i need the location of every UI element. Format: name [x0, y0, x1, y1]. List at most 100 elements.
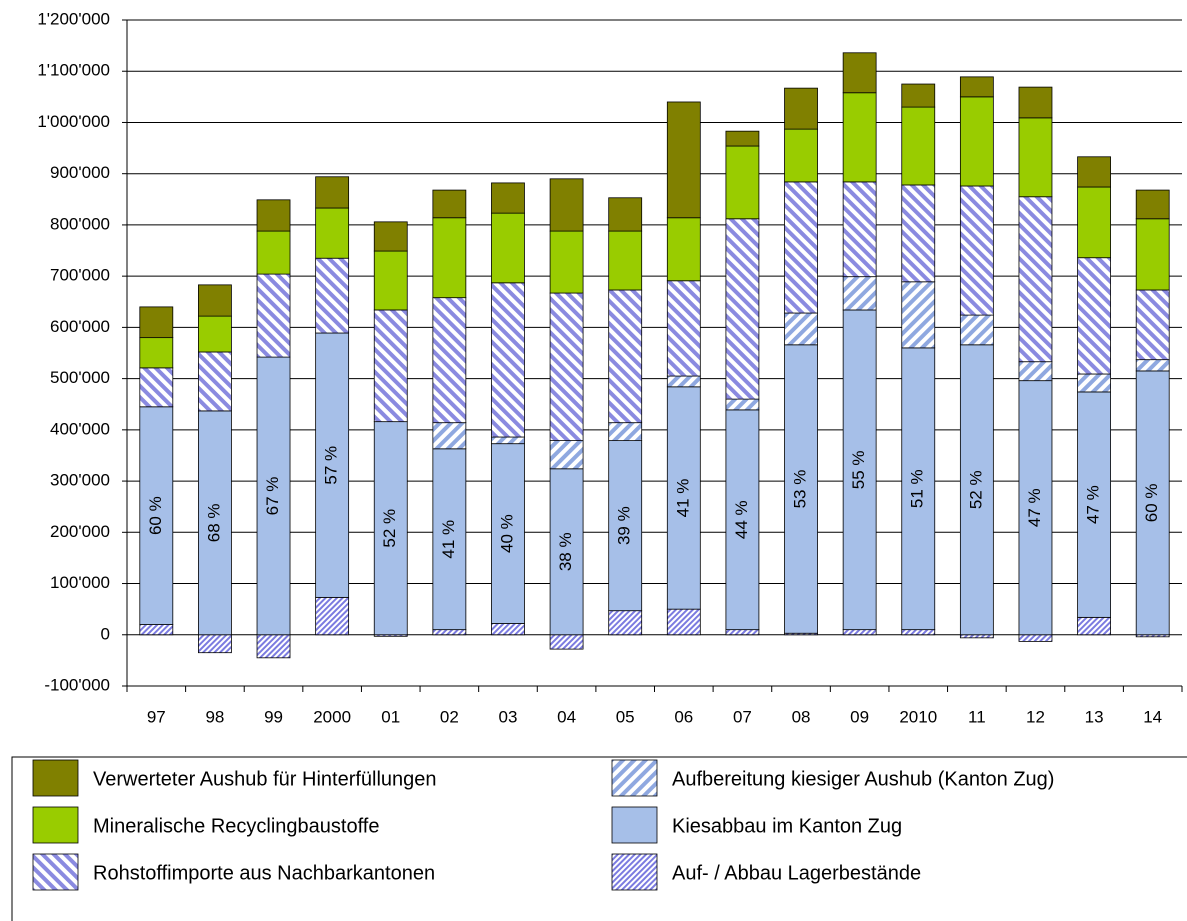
x-tick-label: 01 — [381, 707, 400, 726]
bar-label: 52 % — [380, 509, 399, 548]
bar-label: 44 % — [732, 500, 751, 539]
y-tick-label: 1'200'000 — [37, 9, 110, 28]
bar-segment — [139, 337, 174, 369]
bar-segment — [198, 284, 232, 317]
bar-segment — [725, 145, 760, 220]
bar-segment — [139, 367, 174, 408]
bar-segment — [1018, 117, 1053, 198]
bar-segment — [725, 398, 760, 411]
bar-label: 68 % — [204, 503, 223, 542]
bar-label: 40 % — [497, 514, 516, 553]
bar-segment — [959, 314, 994, 346]
bar-segment — [666, 217, 701, 282]
bar-segment — [432, 629, 467, 636]
bar-segment — [491, 212, 525, 284]
bar-segment — [549, 468, 584, 636]
bar-segment — [901, 106, 936, 186]
x-tick-label: 04 — [557, 707, 576, 726]
x-tick-label: 14 — [1143, 707, 1162, 726]
y-tick-label: 800'000 — [50, 214, 110, 233]
bar-segment — [784, 181, 818, 314]
bar-segment — [1018, 361, 1053, 382]
bar-segment — [959, 344, 994, 636]
bar-segment — [315, 596, 350, 636]
bar-segment — [608, 197, 643, 232]
bar-segment — [1077, 373, 1111, 393]
bar-segment — [725, 218, 760, 400]
bar-segment — [1135, 289, 1170, 361]
bar-segment — [666, 280, 701, 377]
bar-segment — [373, 250, 408, 311]
legend-label: Aufbereitung kiesiger Aushub (Kanton Zug… — [672, 768, 1054, 790]
bar-segment — [725, 130, 760, 147]
x-tick-label: 05 — [616, 707, 635, 726]
bar-segment — [549, 440, 584, 470]
bar-segment — [842, 92, 877, 183]
bar-label: 41 % — [439, 520, 458, 559]
legend-label: Kiesabbau im Kanton Zug — [672, 815, 902, 837]
bar-label: 39 % — [615, 506, 634, 545]
bar-label: 60 % — [1142, 483, 1161, 522]
bar-segment — [256, 199, 291, 232]
bar-segment — [666, 101, 701, 219]
y-tick-label: 1'000'000 — [37, 112, 110, 131]
bar-segment — [784, 128, 818, 183]
y-tick-label: 400'000 — [50, 419, 110, 438]
x-tick-label: 13 — [1085, 707, 1104, 726]
y-tick-label: 500'000 — [50, 368, 110, 387]
y-tick-label: -100'000 — [44, 675, 110, 694]
x-tick-label: 09 — [850, 707, 869, 726]
legend-swatch — [611, 853, 658, 891]
bar-segment — [901, 281, 936, 349]
bar-segment — [256, 273, 291, 358]
bar-segment — [432, 189, 467, 219]
legend-swatch — [611, 759, 658, 797]
bar-segment — [315, 207, 350, 259]
bar-segment — [901, 347, 936, 631]
bar-segment — [198, 634, 232, 654]
bar-segment — [842, 52, 877, 94]
bar-segment — [1135, 370, 1170, 636]
bar-label: 38 % — [556, 532, 575, 571]
legend-swatch — [611, 806, 658, 844]
bar-segment — [491, 182, 525, 214]
bar-segment — [432, 217, 467, 299]
bar-segment — [666, 386, 701, 610]
bar-segment — [139, 624, 174, 636]
bar-label: 55 % — [849, 450, 868, 489]
x-tick-label: 08 — [792, 707, 811, 726]
legend-label: Verwerteter Aushub für Hinterfüllungen — [93, 768, 437, 790]
x-tick-label: 02 — [440, 707, 459, 726]
y-tick-label: 300'000 — [50, 471, 110, 490]
bar-segment — [432, 422, 467, 450]
bar-segment — [315, 257, 350, 334]
bar-label: 57 % — [322, 446, 341, 485]
bar-segment — [373, 309, 408, 423]
bar-segment — [608, 289, 643, 424]
legend-label: Auf- / Abbau Lagerbestände — [672, 862, 921, 884]
bar-segment — [666, 608, 701, 636]
x-tick-label: 12 — [1026, 707, 1045, 726]
legend-label: Mineralische Recyclingbaustoffe — [93, 815, 379, 837]
bar-segment — [725, 409, 760, 631]
x-tick-label: 99 — [264, 707, 283, 726]
bar-segment — [1077, 391, 1111, 618]
bar-segment — [198, 410, 232, 636]
bar-segment — [1077, 616, 1111, 636]
legend-swatch — [32, 853, 79, 891]
bar-segment — [315, 176, 350, 209]
bar-segment — [608, 440, 643, 612]
bar-segment — [901, 629, 936, 636]
bar-label: 60 % — [146, 496, 165, 535]
bar-segment — [1018, 380, 1053, 636]
bar-segment — [608, 230, 643, 291]
bar-segment — [1077, 156, 1111, 188]
bar-segment — [1135, 359, 1170, 372]
bar-segment — [256, 634, 291, 659]
bar-label: 52 % — [966, 470, 985, 509]
bar-segment — [491, 623, 525, 636]
x-tick-label: 97 — [147, 707, 166, 726]
x-tick-label: 03 — [499, 707, 518, 726]
bar-label: 67 % — [263, 477, 282, 516]
